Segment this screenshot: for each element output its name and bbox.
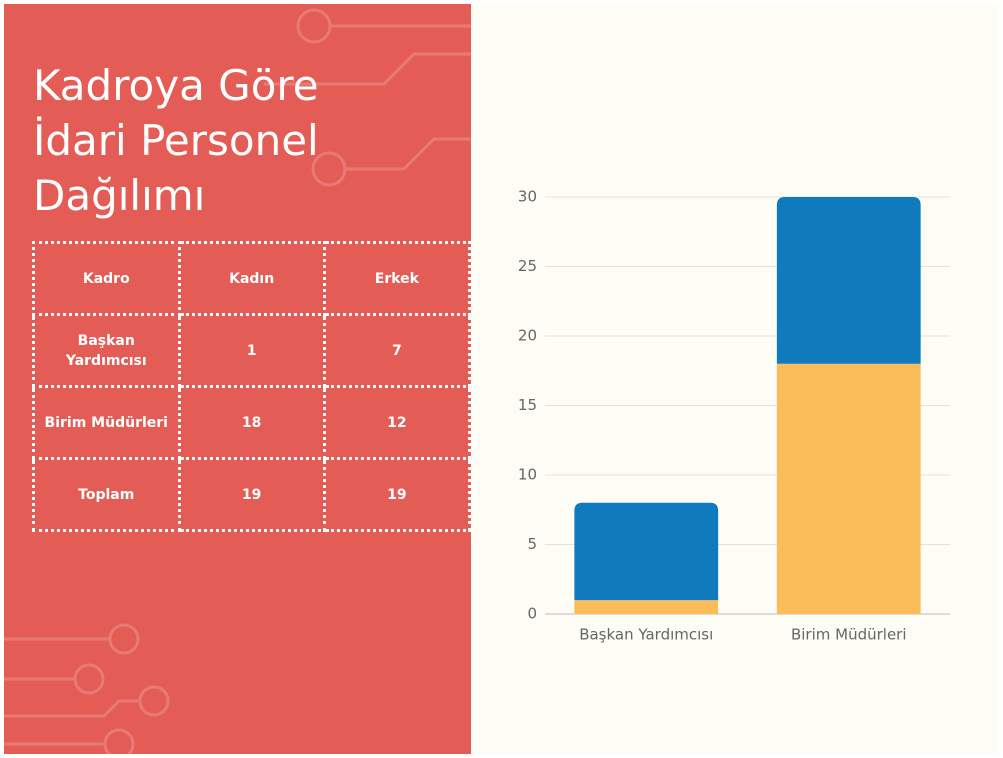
chart: 0 5 10 15 20 25 30 Başkan Yardımcısı Birim Müdür…: [518, 188, 950, 644]
title-line: İdari Personel: [33, 116, 319, 165]
title-line: Kadroya Göre: [33, 61, 319, 110]
x-tick-label: Başkan Yardımcısı: [579, 626, 713, 644]
title-line: Dağılımı: [33, 171, 206, 220]
y-tick-label: 10: [518, 466, 537, 484]
row: Birim Müdürleri 18 12: [32, 385, 471, 460]
bar-segment: [574, 600, 719, 614]
cell: 7: [322, 313, 471, 388]
cell: 12: [322, 385, 471, 460]
row: Başkan Yardımcısı 1 7: [32, 313, 471, 388]
decoration: [4, 8, 471, 754]
cell: 19: [177, 457, 326, 532]
row: Toplam 19 19: [32, 457, 471, 532]
header-cell: Erkek: [322, 241, 471, 316]
y-tick-label: 20: [518, 327, 537, 345]
x-tick-label: Birim Müdürleri: [791, 626, 907, 644]
chart-panel: 0 5 10 15 20 25 30 Başkan Yardımcısı Birim Müdür…: [471, 4, 999, 754]
cell: 18: [177, 385, 326, 460]
bar-segment: [776, 363, 921, 614]
bar-segment: [574, 502, 719, 601]
y-tick-label: 0: [527, 605, 537, 623]
info-panel: Kadroya Göre İdari Personel Dağılımı Kad…: [4, 4, 471, 754]
cell: Başkan Yardımcısı: [32, 313, 181, 388]
y-tick-label: 25: [518, 257, 537, 275]
y-tick-label: 30: [518, 188, 537, 206]
cell: 1: [177, 313, 326, 388]
cell: 19: [322, 457, 471, 532]
header-cell: Kadro: [32, 241, 181, 316]
y-tick-label: 5: [527, 535, 537, 553]
header-row: Kadro Kadın Erkek: [32, 241, 471, 316]
header-cell: Kadın: [177, 241, 326, 316]
cell: Toplam: [32, 457, 181, 532]
bar-segment: [776, 197, 921, 364]
cell: Birim Müdürleri: [32, 385, 181, 460]
y-tick-label: 15: [518, 396, 537, 414]
data-table: Kadro Kadın Erkek Başkan Yardımcısı 1 7 …: [32, 241, 471, 532]
title: Kadroya Göre İdari Personel Dağılımı: [33, 58, 319, 223]
